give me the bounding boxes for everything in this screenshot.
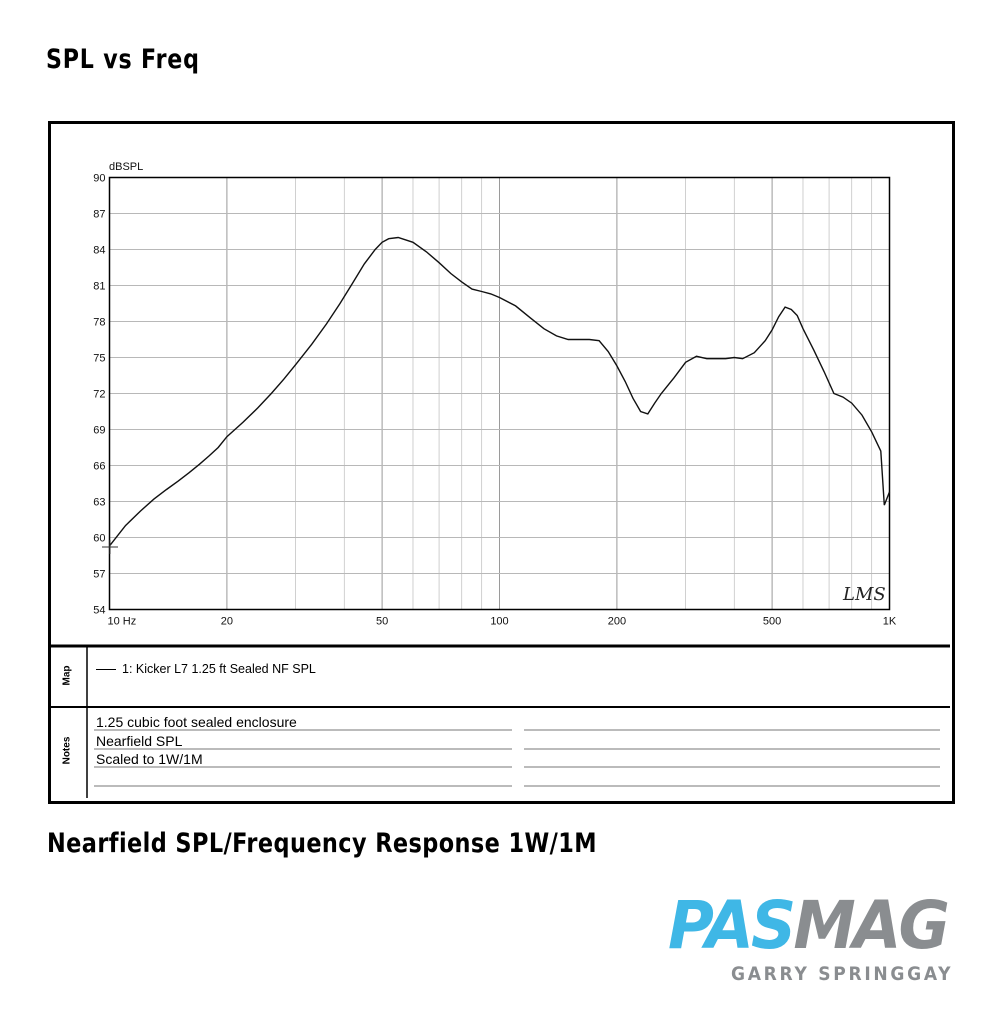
x-tick-label: 20	[221, 616, 233, 628]
y-tick-label: 75	[93, 353, 105, 365]
note-lines	[94, 729, 940, 787]
x-tick-label: 500	[763, 616, 781, 628]
x-tick-labels: 10 Hz 20 50 100 200 500 1K	[108, 616, 897, 628]
y-tick-label: 66	[93, 461, 105, 473]
y-tick-label: 87	[93, 209, 105, 221]
y-tick-label: 63	[93, 497, 105, 509]
y-tick-label: 90	[93, 173, 105, 185]
map-label: Map	[61, 665, 73, 686]
caption: Nearfield SPL/Frequency Response 1W/1M	[47, 828, 597, 859]
y-tick-labels: 54 57 60 63 66 69 72 75 78 81 84 87 90	[93, 173, 105, 617]
y-tick-label: 78	[93, 317, 105, 329]
note-line-1: 1.25 cubic foot sealed enclosure	[96, 714, 297, 730]
page-title: SPL vs Freq	[46, 44, 200, 75]
pasmag-logo: PASMAG	[668, 893, 950, 959]
y-tick-label: 72	[93, 389, 105, 401]
x-tick-label: 10 Hz	[108, 616, 137, 628]
y-tick-label: 84	[93, 245, 105, 257]
plot-area	[108, 176, 891, 611]
x-tick-label: 1K	[883, 616, 897, 628]
logo-part2: MAG	[793, 887, 950, 964]
note-line-2: Nearfield SPL	[96, 733, 183, 749]
author-byline: GARRY SPRINGGAY	[731, 963, 954, 985]
x-tick-label: 200	[608, 616, 626, 628]
logo-part1: PAS	[668, 887, 796, 964]
y-axis-label: dBSPL	[109, 161, 143, 173]
legend-swatch	[96, 668, 116, 670]
x-tick-label: 50	[376, 616, 388, 628]
series-line	[108, 236, 891, 547]
note-line-3: Scaled to 1W/1M	[96, 751, 203, 767]
notes-label: Notes	[61, 736, 73, 765]
y-tick-label: 57	[93, 569, 105, 581]
legend-label: 1: Kicker L7 1.25 ft Sealed NF SPL	[122, 662, 316, 676]
chart-frame	[48, 121, 955, 804]
y-tick-label: 81	[93, 281, 105, 293]
x-tick-label: 100	[490, 616, 508, 628]
y-tick-label: 60	[93, 533, 105, 545]
cursor-marker	[102, 540, 118, 554]
y-tick-label: 69	[93, 425, 105, 437]
grid-major	[109, 177, 890, 610]
lms-watermark: LMS	[842, 584, 886, 605]
map-entry: 1: Kicker L7 1.25 ft Sealed NF SPL	[96, 662, 316, 676]
y-tick-label: 54	[93, 605, 105, 617]
